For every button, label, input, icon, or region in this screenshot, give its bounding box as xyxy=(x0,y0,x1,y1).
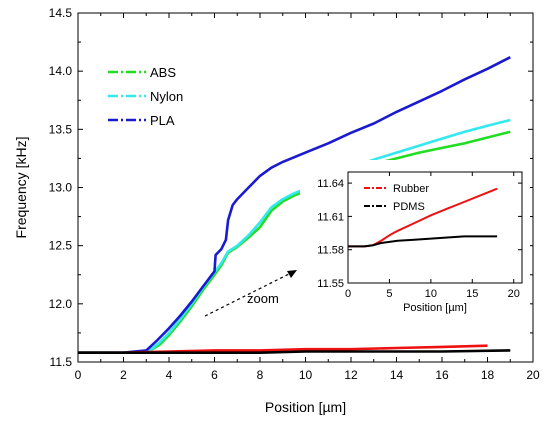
y-tick-label: 13.5 xyxy=(49,122,73,136)
x-tick-label: 6 xyxy=(211,368,218,382)
x-tick-label: 2 xyxy=(120,368,127,382)
x-tick-label: 8 xyxy=(257,368,264,382)
main-axes: 0 2 4 6 8 10 12 14 16 18 20 11.5 12.0 12.5 13.0 13.5 14.… xyxy=(13,6,540,415)
y-tick-label: 12.5 xyxy=(49,239,73,253)
legend-label-pla: PLA xyxy=(150,113,175,128)
inset-x-tick-label: 5 xyxy=(386,288,392,300)
y-axis-title: Frequency [kHz] xyxy=(13,137,29,239)
y-tick-label: 14.5 xyxy=(49,6,73,20)
inset-x-tick-label: 20 xyxy=(508,288,520,300)
inset-frame xyxy=(347,171,523,284)
y-tick-label: 12.0 xyxy=(49,297,73,311)
legend-label-abs: ABS xyxy=(150,65,176,80)
x-tick-label: 14 xyxy=(390,368,404,382)
x-tick-label: 18 xyxy=(481,368,495,382)
x-tick-label: 0 xyxy=(75,368,82,382)
legend-label-nylon: Nylon xyxy=(150,89,183,104)
inset-y-tick-label: 11.64 xyxy=(317,178,344,190)
inset-x-tick-label: 0 xyxy=(345,288,351,300)
inset-y-tick-label: 11.55 xyxy=(317,278,344,290)
y-tick-label: 13.0 xyxy=(49,181,73,195)
zoom-annotation: zoom xyxy=(204,270,297,317)
zoom-arrow xyxy=(204,271,294,317)
x-tick-label: 20 xyxy=(526,368,540,382)
inset-series-line-pdms xyxy=(348,235,498,248)
x-tick-label: 12 xyxy=(344,368,358,382)
x-tick-label: 10 xyxy=(299,368,313,382)
series-line-nylon xyxy=(78,118,511,355)
x-tick-label: 16 xyxy=(435,368,449,382)
inset-legend: Rubber PDMS xyxy=(364,183,429,213)
inset-y-tick-label: 11.58 xyxy=(317,245,344,257)
series-line-abs xyxy=(78,130,511,355)
inset-chart: 0 5 10 15 20 11.55 11.58 11.61 11.64 Position [µm… xyxy=(300,160,530,320)
series-line-pla xyxy=(78,56,511,355)
zoom-label: zoom xyxy=(247,291,279,306)
y-tick-label: 11.5 xyxy=(50,355,73,369)
x-tick-label: 4 xyxy=(166,368,173,382)
x-axis-title: Position [µm] xyxy=(265,399,346,415)
series-line-black xyxy=(78,349,511,355)
inset-series xyxy=(348,187,498,248)
inset-y-tick-label: 11.61 xyxy=(317,211,344,223)
main-series xyxy=(78,56,511,355)
inset-x-tick-label: 15 xyxy=(466,288,478,300)
inset-x-axis-title: Position [µm] xyxy=(403,302,467,314)
inset-legend-label-rubber: Rubber xyxy=(393,183,429,195)
main-legend: ABS Nylon PLA xyxy=(108,65,183,128)
y-tick-label: 14.0 xyxy=(49,64,73,78)
inset-legend-label-pdms: PDMS xyxy=(393,201,425,213)
zoom-arrowhead xyxy=(287,270,297,278)
inset-x-tick-label: 10 xyxy=(425,288,437,300)
inset-axes: 0 5 10 15 20 11.55 11.58 11.61 11.64 Position [µm… xyxy=(317,171,523,314)
